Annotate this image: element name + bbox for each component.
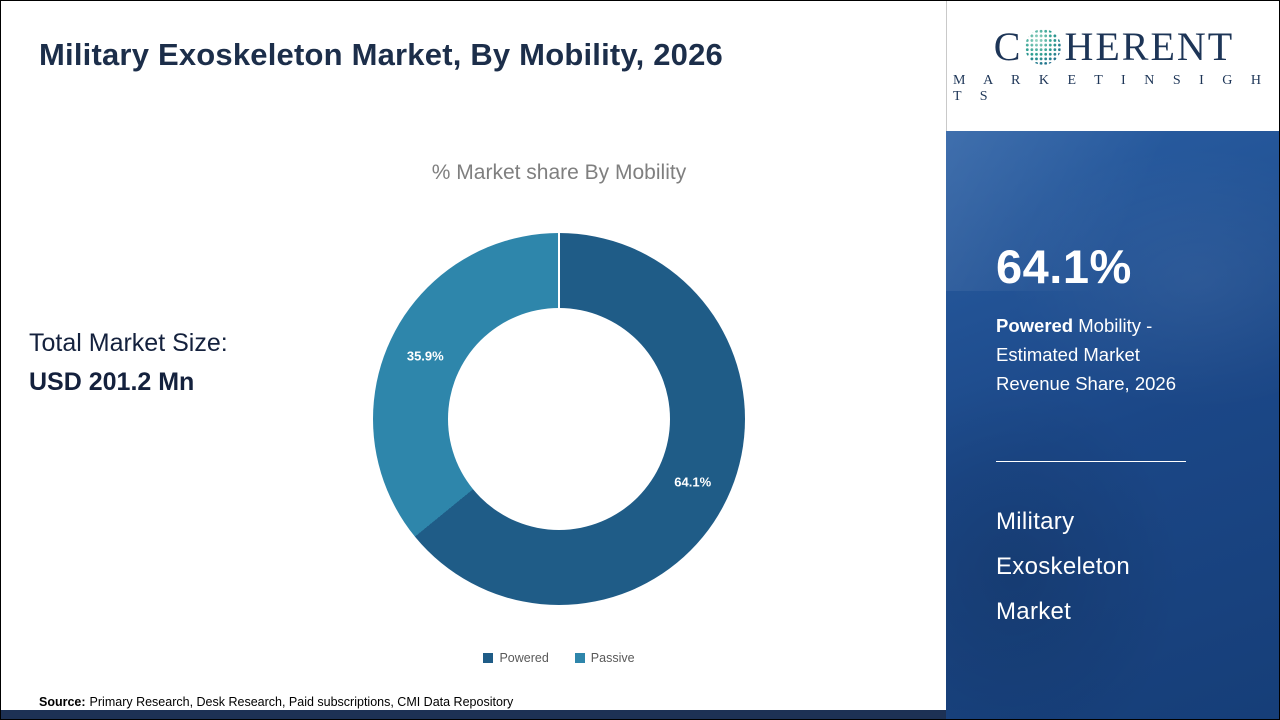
highlight-value: 64.1% (996, 240, 1132, 293)
brand-subtitle: M A R K E T I N S I G H T S (953, 73, 1269, 104)
slice-label-passive: 35.9% (406, 348, 444, 364)
slice-divider (558, 233, 560, 309)
legend-item-powered: Powered (483, 651, 549, 665)
chart-title: % Market share By Mobility (431, 161, 687, 184)
donut-wrap: 64.1% 35.9% (373, 233, 745, 605)
brand-letter-c: C (993, 24, 1023, 69)
page-title: Military Exoskeleton Market, By Mobility… (39, 37, 723, 72)
brand-wordmark: C HERENT (994, 27, 1234, 67)
market-name-line-1: Military (996, 508, 1075, 535)
sidebar-market-name: Military Exoskeleton Market (996, 499, 1130, 634)
highlight-sidebar: 64.1% Powered Mobility - Estimated Marke… (946, 131, 1279, 719)
source-text: Primary Research, Desk Research, Paid su… (89, 695, 514, 709)
highlight-caption-bold: Powered (996, 315, 1074, 336)
chart-legend: Powered Passive (187, 651, 931, 665)
highlight-caption: Powered Mobility - Estimated Market Reve… (996, 311, 1210, 398)
source-label: Source: (39, 695, 86, 709)
total-market-size-block: Total Market Size: USD 201.2 Mn (29, 329, 228, 397)
source-line: Source: Primary Research, Desk Research, … (39, 695, 513, 709)
legend-label: Powered (499, 651, 549, 665)
legend-swatch-icon (574, 653, 585, 663)
donut-hole (448, 308, 670, 530)
dotted-globe-icon (1025, 29, 1062, 65)
sidebar-divider (996, 461, 1186, 462)
slice-label-powered: 64.1% (674, 474, 712, 490)
legend-item-passive: Passive (574, 651, 635, 665)
highlight-caption-rest: Mobility - Estimated Market Revenue Shar… (996, 315, 1176, 394)
footer-accent-bar (1, 710, 946, 719)
chart-area: % Market share By Mobility 64.1% 35.9% Po… (187, 1, 931, 719)
brand-letters-herent: HERENT (1064, 24, 1235, 69)
legend-label: Passive (590, 651, 635, 665)
total-market-size-label: Total Market Size: (29, 329, 228, 357)
brand-logo: C HERENT M A R K E T I N S I G H T S (946, 1, 1279, 131)
legend-swatch-icon (483, 653, 494, 663)
market-name-line-3: Market (996, 598, 1072, 625)
total-market-size-value: USD 201.2 Mn (29, 368, 195, 396)
market-name-line-2: Exoskeleton (996, 553, 1131, 580)
